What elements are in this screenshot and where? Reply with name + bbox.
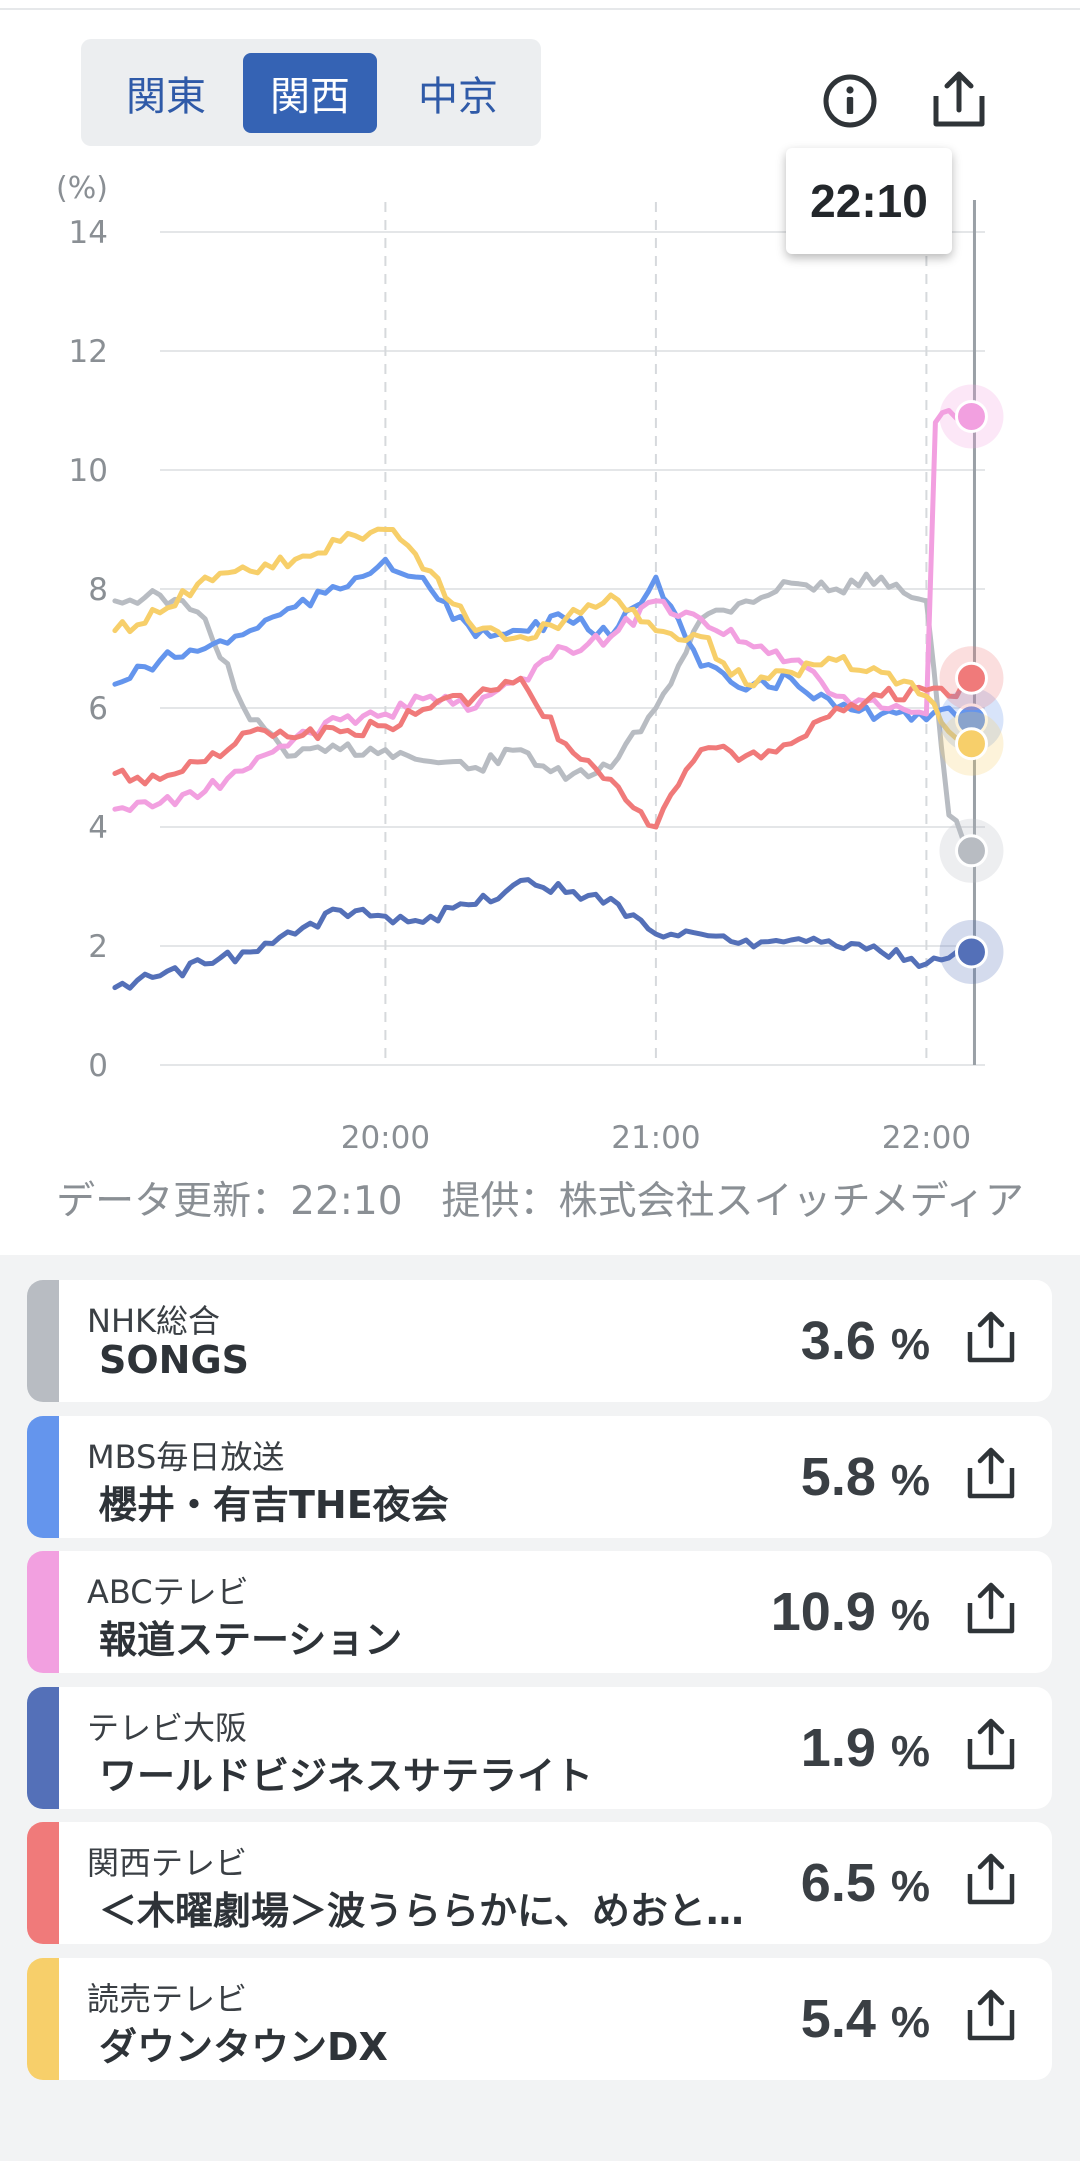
- channel-color-bar: [27, 1416, 59, 1538]
- rating-chart: (%) 0 2 4 6 8 10 12 14 20:00 21:00 22:00: [0, 150, 1080, 1156]
- info-icon: [823, 74, 877, 128]
- rating-value: 10.9 %: [770, 1582, 930, 1642]
- channel-card-tvo[interactable]: テレビ大阪 ワールドビジネスサテライト 1.9 %: [27, 1687, 1052, 1809]
- channel-color-bar: [27, 1958, 59, 2080]
- channel-color-bar: [27, 1687, 59, 1809]
- channel-card-abc[interactable]: ABCテレビ 報道ステーション 10.9 %: [27, 1551, 1052, 1673]
- channel-card-mbs[interactable]: MBS毎日放送 櫻井・有吉THE夜会 5.8 %: [27, 1416, 1052, 1538]
- card-share-button[interactable]: [962, 1579, 1020, 1639]
- series-end-marker: [954, 935, 988, 969]
- y-tick-label: 2: [88, 929, 108, 965]
- channel-color-bar: [27, 1280, 59, 1402]
- y-tick-label: 6: [88, 691, 108, 727]
- channel-name: テレビ大阪: [87, 1709, 248, 1747]
- share-icon: [933, 71, 985, 127]
- rating-value: 1.9 %: [800, 1718, 930, 1778]
- y-tick-label: 0: [88, 1048, 108, 1084]
- series-end-marker: [954, 727, 988, 761]
- channel-name: NHK総合: [87, 1302, 220, 1340]
- top-divider: [0, 0, 1080, 10]
- rating-value: 5.8 %: [800, 1447, 930, 1507]
- series-line: [112, 526, 974, 747]
- series-line: [112, 556, 974, 724]
- channel-card-nhk[interactable]: NHK総合 SONGS 3.6 %: [27, 1280, 1052, 1402]
- channel-color-bar: [27, 1822, 59, 1944]
- y-tick-label: 4: [88, 810, 108, 846]
- channel-name: MBS毎日放送: [87, 1438, 285, 1476]
- share-icon: [967, 1718, 1015, 1770]
- channel-card-ytv[interactable]: 読売テレビ ダウンタウンDX 5.4 %: [27, 1958, 1052, 2080]
- y-tick-label: 12: [69, 334, 108, 370]
- channel-name: 読売テレビ: [87, 1980, 248, 2018]
- tab-chukyo[interactable]: 中京: [418, 74, 498, 120]
- program-title: ＜木曜劇場＞波うららかに、めおと…: [99, 1889, 744, 1933]
- channel-list: NHK総合 SONGS 3.6 % MBS毎日放送 櫻井・有吉THE夜会 5.8…: [0, 1255, 1080, 2161]
- x-tick-label: 20:00: [341, 1120, 430, 1150]
- y-axis-label: (%): [56, 171, 108, 206]
- share-button[interactable]: [924, 66, 994, 136]
- time-tooltip: 22:10: [786, 148, 952, 254]
- card-share-button[interactable]: [962, 1308, 1020, 1368]
- series-line: [112, 675, 974, 830]
- series-end-marker: [954, 661, 988, 695]
- program-title: ワールドビジネスサテライト: [99, 1754, 594, 1798]
- x-tick-label: 21:00: [611, 1120, 700, 1150]
- series-end-marker: [954, 834, 988, 868]
- program-title: 報道ステーション: [99, 1618, 403, 1662]
- info-button[interactable]: [815, 66, 885, 136]
- channel-name: ABCテレビ: [87, 1573, 249, 1611]
- tab-kanto[interactable]: 関東: [126, 74, 206, 120]
- card-share-button[interactable]: [962, 1715, 1020, 1775]
- series-line: [112, 571, 974, 854]
- channel-card-ktv[interactable]: 関西テレビ ＜木曜劇場＞波うららかに、めおと… 6.5 %: [27, 1822, 1052, 1944]
- share-icon: [967, 1989, 1015, 2041]
- tab-kansai[interactable]: 関西: [243, 53, 377, 133]
- x-tick-label: 22:00: [882, 1120, 971, 1150]
- data-update-note: データ更新：22:10 提供：株式会社スイッチメディア: [56, 1179, 1024, 1224]
- channel-name: 関西テレビ: [87, 1844, 248, 1882]
- y-tick-label: 8: [88, 572, 108, 608]
- card-share-button[interactable]: [962, 1444, 1020, 1504]
- series-line: [112, 408, 974, 814]
- card-share-button[interactable]: [962, 1850, 1020, 1910]
- channel-color-bar: [27, 1551, 59, 1673]
- card-share-button[interactable]: [962, 1986, 1020, 2046]
- y-tick-label: 14: [69, 215, 108, 251]
- y-tick-label: 10: [69, 453, 108, 489]
- share-icon: [967, 1311, 1015, 1363]
- rating-value: 6.5 %: [800, 1853, 930, 1913]
- region-selector: 関東 関西 中京: [81, 39, 541, 146]
- rating-chart-svg: (%) 0 2 4 6 8 10 12 14 20:00 21:00 22:00: [56, 171, 1004, 1156]
- program-title: ダウンタウンDX: [99, 2025, 388, 2069]
- rating-value: 3.6 %: [800, 1311, 930, 1371]
- share-icon: [967, 1447, 1015, 1499]
- series-line: [112, 877, 974, 991]
- share-icon: [967, 1853, 1015, 1905]
- rating-value: 5.4 %: [800, 1989, 930, 2049]
- program-title: 櫻井・有吉THE夜会: [99, 1483, 449, 1527]
- program-title: SONGS: [99, 1338, 250, 1382]
- series-end-marker: [954, 399, 988, 433]
- share-icon: [967, 1582, 1015, 1634]
